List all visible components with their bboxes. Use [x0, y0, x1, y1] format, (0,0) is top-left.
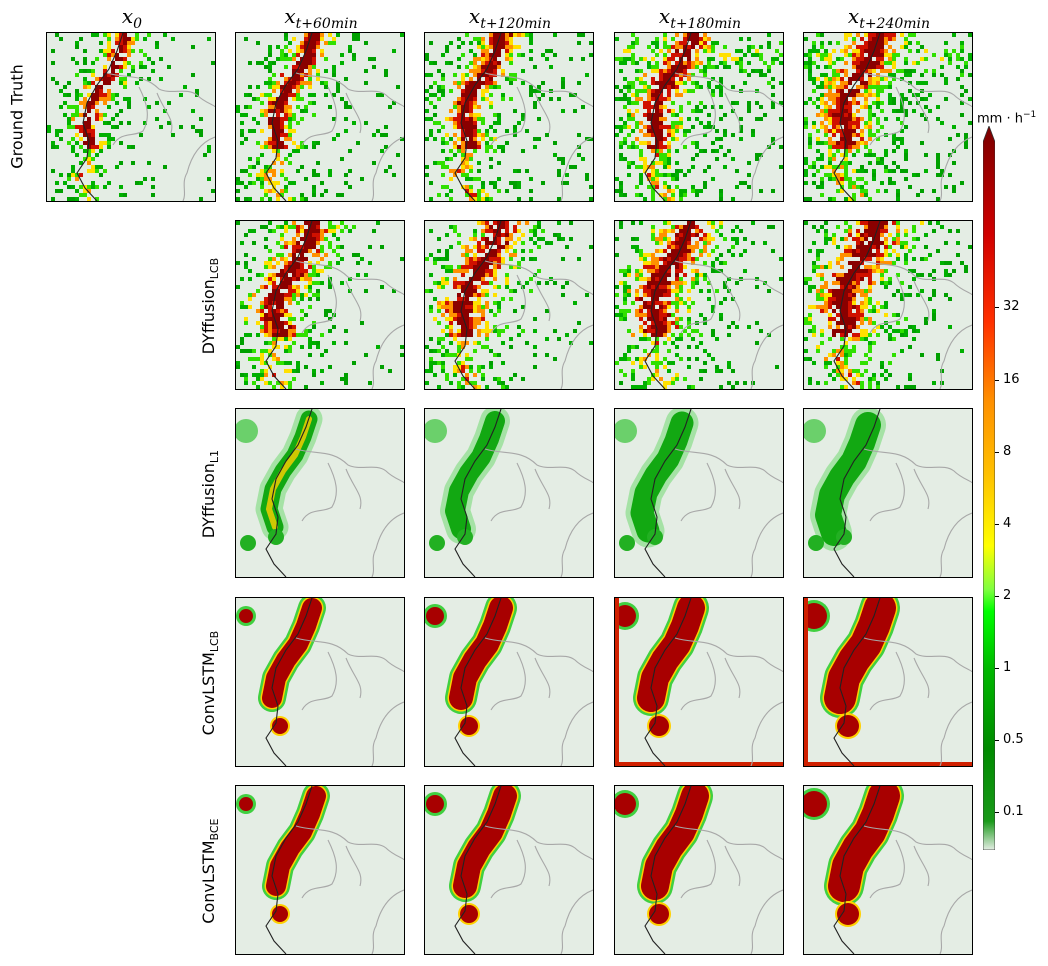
precip-map: [615, 409, 783, 577]
row-label-2: DYffusionL1: [198, 449, 222, 539]
row-label-3: ConvLSTMLCB: [198, 630, 222, 736]
colorbar-tick-label: 2: [1003, 588, 1012, 603]
heatmap-panel-r4-c1: [235, 785, 405, 955]
heatmap-panel-r1-c3: [614, 220, 784, 390]
heatmap-panel-r2-c2: [424, 408, 594, 578]
precip-map: [236, 33, 404, 201]
column-title-4: xt+240min: [847, 4, 931, 32]
precip-map: [804, 786, 972, 954]
colorbar-tick-label: 0.5: [1003, 732, 1024, 747]
colorbar-tick-label: 0.1: [1003, 804, 1024, 819]
precip-map: [804, 409, 972, 577]
heatmap-panel-r2-c1: [235, 408, 405, 578]
colorbar-tickmark: [995, 596, 999, 597]
precip-map: [425, 598, 593, 766]
heatmap-panel-r1-c1: [235, 220, 405, 390]
precip-map: [425, 33, 593, 201]
row-label-0: Ground Truth: [7, 64, 27, 169]
colorbar-unit: mm · h−1: [977, 110, 1037, 127]
heatmap-panel-r4-c4: [803, 785, 973, 955]
precip-map: [425, 786, 593, 954]
heatmap-panel-r1-c2: [424, 220, 594, 390]
heatmap-panel-r0-c2: [424, 32, 594, 202]
heatmap-panel-r4-c3: [614, 785, 784, 955]
column-title-0: x0: [121, 4, 143, 32]
precip-map: [425, 409, 593, 577]
precip-map: [615, 786, 783, 954]
precip-map: [236, 221, 404, 389]
colorbar-tickmark: [995, 524, 999, 525]
row-label-1: DYffusionLCB: [198, 257, 222, 355]
colorbar-tick-label: 1: [1003, 660, 1012, 675]
heatmap-panel-r3-c2: [424, 597, 594, 767]
precip-map: [236, 598, 404, 766]
precip-map: [804, 221, 972, 389]
column-title-1: xt+60min: [284, 4, 358, 32]
heatmap-panel-r2-c4: [803, 408, 973, 578]
colorbar-tickmark: [995, 452, 999, 453]
colorbar-tick-label: 16: [1003, 372, 1020, 387]
colorbar-tickmark: [995, 668, 999, 669]
column-title-2: xt+120min: [468, 4, 552, 32]
precip-map: [615, 598, 783, 766]
column-title-3: xt+180min: [658, 4, 742, 32]
colorbar-tickmark: [995, 307, 999, 308]
precip-map: [47, 33, 215, 201]
colorbar-tickmark: [995, 812, 999, 813]
colorbar-tickmark: [995, 740, 999, 741]
precip-map: [804, 598, 972, 766]
colorbar: [983, 126, 995, 850]
heatmap-panel-r3-c3: [614, 597, 784, 767]
colorbar-tick-label: 32: [1003, 299, 1020, 314]
heatmap-panel-r1-c4: [803, 220, 973, 390]
precip-map: [615, 221, 783, 389]
heatmap-panel-r2-c3: [614, 408, 784, 578]
heatmap-panel-r0-c0: [46, 32, 216, 202]
colorbar-tickmark: [995, 380, 999, 381]
heatmap-panel-r3-c1: [235, 597, 405, 767]
heatmap-panel-r3-c4: [803, 597, 973, 767]
precip-map: [425, 221, 593, 389]
precip-map: [615, 33, 783, 201]
heatmap-panel-r0-c1: [235, 32, 405, 202]
row-label-4: ConvLSTMBCE: [198, 818, 222, 924]
precip-map: [236, 409, 404, 577]
colorbar-tick-label: 8: [1003, 444, 1012, 459]
heatmap-panel-r4-c2: [424, 785, 594, 955]
colorbar-tick-label: 4: [1003, 516, 1012, 531]
precip-map: [236, 786, 404, 954]
precip-map: [804, 33, 972, 201]
heatmap-panel-r0-c3: [614, 32, 784, 202]
heatmap-panel-r0-c4: [803, 32, 973, 202]
